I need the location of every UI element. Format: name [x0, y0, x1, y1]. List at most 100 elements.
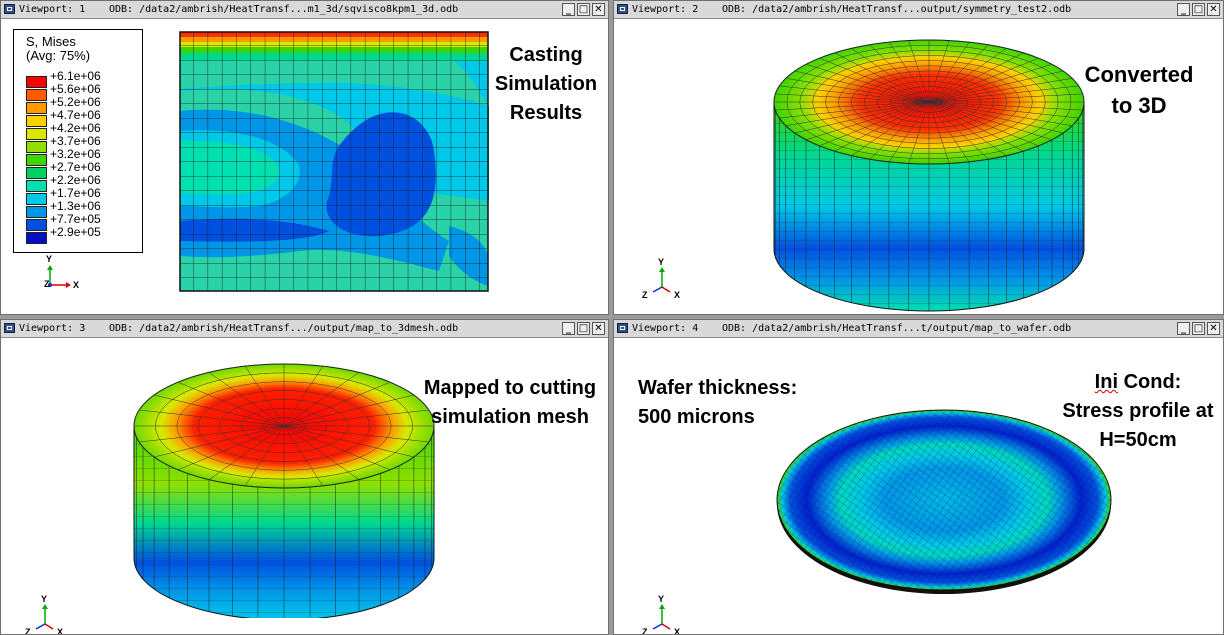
legend-swatch: [26, 206, 47, 218]
maximize-button[interactable]: □: [577, 322, 590, 335]
axis-label-x: X: [674, 627, 681, 635]
odb-path: ODB: /data2/ambrish/HeatTransf...output/…: [722, 4, 1072, 15]
minimize-button[interactable]: _: [1177, 322, 1190, 335]
wafer-model: [776, 409, 1112, 594]
odb-path: ODB: /data2/ambrish/HeatTransf...m1_3d/s…: [109, 4, 459, 15]
annotation-line: 500 microns: [638, 406, 755, 428]
legend-value: +3.7e+06: [50, 134, 101, 148]
annotation-line: Converted: [1084, 62, 1194, 87]
legend-swatch: [26, 154, 47, 166]
maximize-button[interactable]: □: [1192, 322, 1205, 335]
viewport-3[interactable]: Viewport: 3 ODB: /data2/ambrish/HeatTran…: [0, 319, 609, 635]
annotation-converted-3d: Converted to 3D: [1076, 59, 1202, 121]
annotation-word: Cond:: [1118, 371, 1182, 393]
viewport-name: Viewport: 1: [19, 4, 86, 15]
axis-triad: Y Z X: [23, 594, 64, 635]
axis-triad: Y Z X: [41, 254, 81, 295]
axis-label-y: Y: [41, 594, 48, 604]
viewport-4-titlebar[interactable]: Viewport: 4 ODB: /data2/ambrish/HeatTran…: [614, 320, 1223, 338]
axis-label-z: Z: [642, 290, 648, 300]
maximize-button[interactable]: □: [1192, 3, 1205, 16]
legend-value: +4.2e+06: [50, 121, 101, 135]
legend-swatch: [26, 193, 47, 205]
legend-value: +5.6e+06: [50, 82, 101, 96]
annotation-word: Ini: [1094, 371, 1119, 393]
axis-label-y: Y: [658, 257, 665, 267]
legend-value: +1.7e+06: [50, 186, 101, 200]
axis-label-z: Z: [25, 627, 31, 635]
legend-value: +2.7e+06: [50, 160, 101, 174]
mapped-mesh-model: [133, 363, 435, 618]
annotation-line: simulation mesh: [431, 406, 589, 428]
legend-swatch: [26, 76, 47, 88]
annotation-initial-condition: Ini Cond: Stress profile at H=50cm: [1054, 368, 1222, 455]
viewport-menu-icon[interactable]: [617, 4, 628, 14]
legend-swatch: [26, 232, 47, 244]
viewport-name: Viewport: 2: [632, 4, 699, 15]
legend-swatch: [26, 89, 47, 101]
legend-value: +1.3e+06: [50, 199, 101, 213]
annotation-line: Stress profile at: [1062, 400, 1214, 422]
viewport-menu-icon[interactable]: [4, 323, 15, 333]
viewport-1[interactable]: Viewport: 1 ODB: /data2/ambrish/HeatTran…: [0, 0, 609, 315]
legend-value: +3.2e+06: [50, 147, 101, 161]
cylinder-3d-model: [773, 39, 1085, 312]
viewport-2-titlebar[interactable]: Viewport: 2 ODB: /data2/ambrish/HeatTran…: [614, 1, 1223, 19]
axis-triad: Y Z X: [640, 594, 681, 635]
viewport-name: Viewport: 3: [19, 323, 86, 334]
close-button[interactable]: ✕: [592, 322, 605, 335]
close-button[interactable]: ✕: [1207, 3, 1220, 16]
axis-triad: Y Z X: [640, 257, 680, 300]
axis-label-z: Z: [44, 279, 50, 289]
close-button[interactable]: ✕: [592, 3, 605, 16]
legend-value: +7.7e+05: [50, 212, 101, 226]
legend-swatch: [26, 128, 47, 140]
annotation-line: to 3D: [1111, 93, 1167, 118]
legend-title: S, Mises: [26, 34, 76, 49]
axis-label-x: X: [57, 627, 64, 635]
annotation-line: Wafer thickness:: [638, 377, 798, 399]
legend-value: +6.1e+06: [50, 69, 101, 83]
viewport-name: Viewport: 4: [632, 323, 699, 334]
viewport-menu-icon[interactable]: [617, 323, 628, 333]
axis-triad-icon: [35, 604, 54, 630]
annotation-wafer-thickness: Wafer thickness: 500 microns: [638, 374, 797, 432]
legend-value: +5.2e+06: [50, 95, 101, 109]
minimize-button[interactable]: _: [562, 3, 575, 16]
annotation-line: Results: [509, 102, 583, 124]
legend-swatch: [26, 141, 47, 153]
axis-triad-icon: [652, 604, 671, 630]
viewport-1-titlebar[interactable]: Viewport: 1 ODB: /data2/ambrish/HeatTran…: [1, 1, 608, 19]
close-button[interactable]: ✕: [1207, 322, 1220, 335]
axis-label-x: X: [73, 280, 80, 290]
annotation-line: Ini Cond:: [1054, 368, 1222, 397]
legend-swatch: [26, 102, 47, 114]
viewport-2[interactable]: Viewport: 2 ODB: /data2/ambrish/HeatTran…: [613, 0, 1224, 315]
casting-contour-plot: [179, 31, 489, 292]
legend-value: +4.7e+06: [50, 108, 101, 122]
odb-path: ODB: /data2/ambrish/HeatTransf.../output…: [109, 323, 459, 334]
viewport-menu-icon[interactable]: [4, 4, 15, 14]
viewport-4[interactable]: Viewport: 4 ODB: /data2/ambrish/HeatTran…: [613, 319, 1224, 635]
annotation-casting-results: Casting Simulation Results: [487, 41, 605, 128]
legend-value: +2.9e+05: [50, 225, 101, 239]
legend-swatch: [26, 219, 47, 231]
minimize-button[interactable]: _: [562, 322, 575, 335]
axis-label-z: Z: [642, 627, 648, 635]
viewport-3-titlebar[interactable]: Viewport: 3 ODB: /data2/ambrish/HeatTran…: [1, 320, 608, 338]
annotation-line: H=50cm: [1099, 429, 1177, 451]
axis-label-y: Y: [658, 594, 665, 604]
annotation-line: Simulation: [494, 73, 598, 95]
annotation-line: Mapped to cutting: [423, 377, 597, 399]
legend-value: +2.2e+06: [50, 173, 101, 187]
axis-triad-icon: [652, 267, 671, 293]
minimize-button[interactable]: _: [1177, 3, 1190, 16]
maximize-button[interactable]: □: [577, 3, 590, 16]
annotation-mapped-mesh: Mapped to cutting simulation mesh: [411, 374, 608, 432]
legend-swatch: [26, 115, 47, 127]
axis-triad-icon: [47, 265, 71, 288]
legend-swatch: [26, 180, 47, 192]
axis-label-y: Y: [46, 254, 53, 264]
legend-subtitle: (Avg: 75%): [26, 48, 91, 63]
annotation-line: Casting: [509, 44, 583, 66]
